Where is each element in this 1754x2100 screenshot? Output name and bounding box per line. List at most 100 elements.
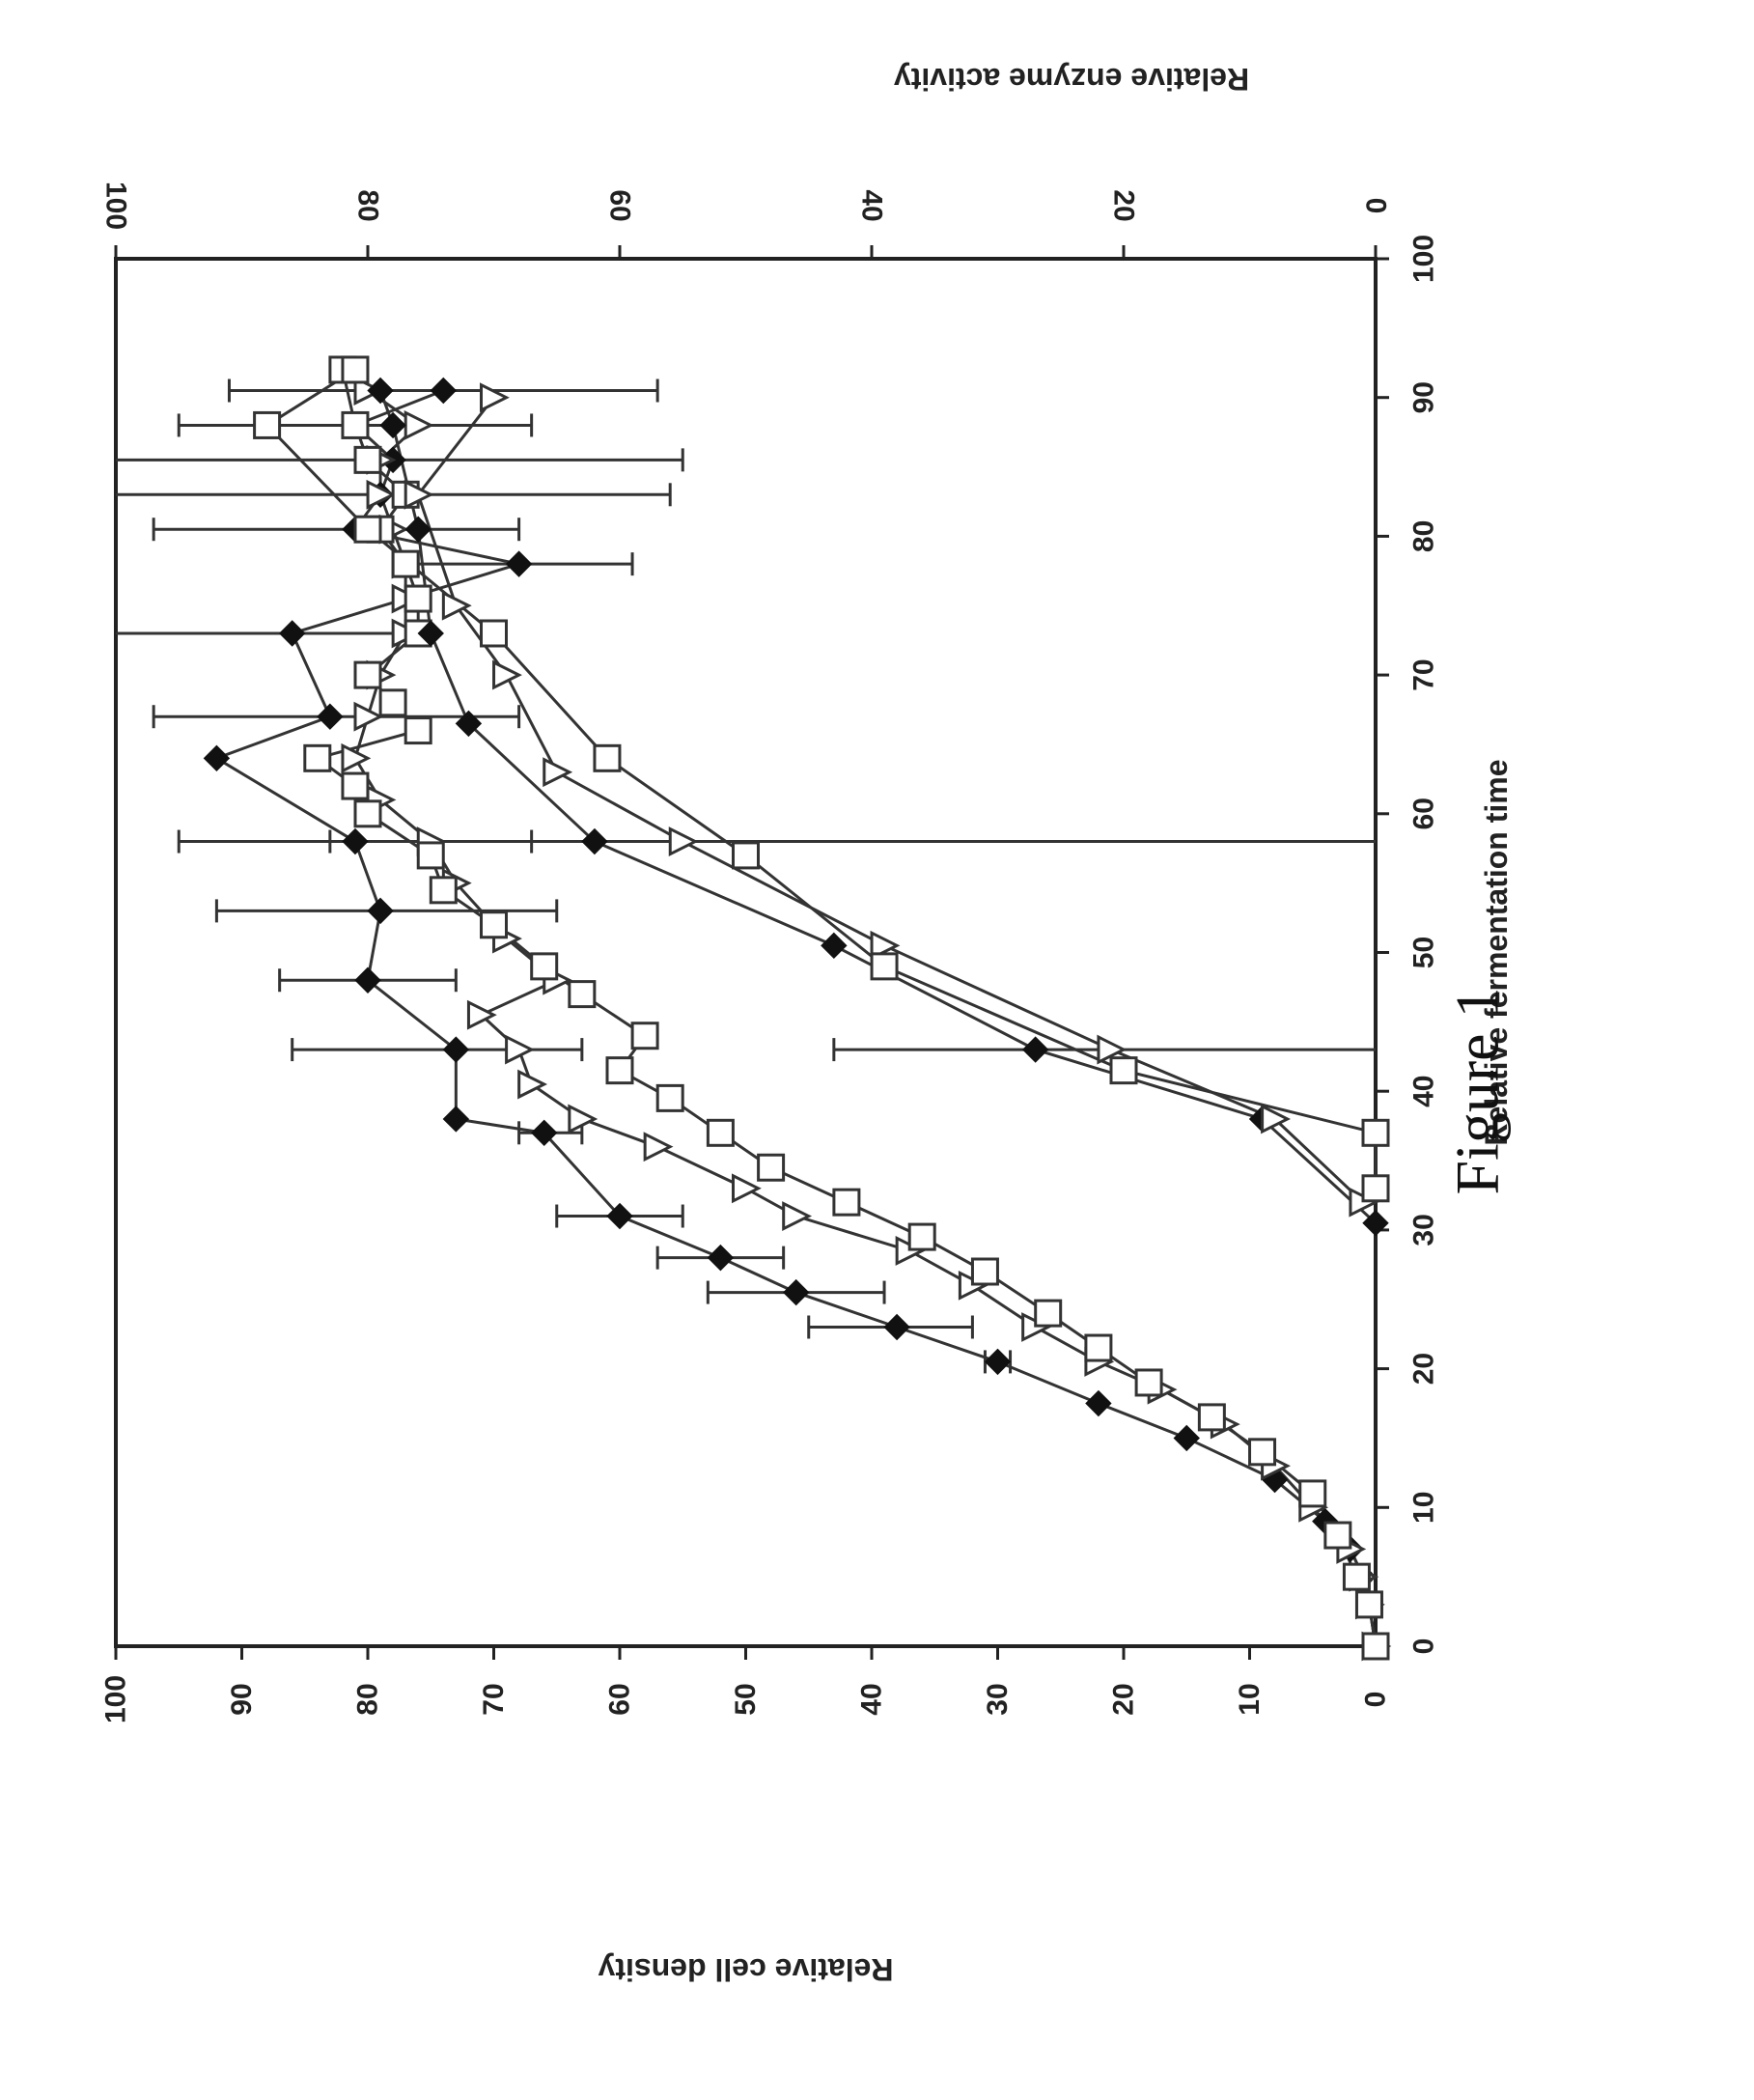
data-point-triangle [405,412,431,437]
data-point-square [1300,1481,1325,1506]
data-point-diamond [884,1314,909,1339]
x-tick-label: 20 [1408,1353,1440,1385]
data-point-square [343,357,368,382]
data-point-square [1363,1634,1388,1659]
data-point-diamond [821,933,847,958]
data-point-square [343,773,368,798]
data-point-square [607,1058,632,1083]
data-point-diamond [443,1106,468,1132]
data-point-square [1325,1523,1350,1548]
data-point-square [1111,1058,1136,1083]
data-point-diamond [1174,1425,1199,1450]
left-y-tick-label: 0 [1360,1692,1392,1708]
left-y-tick-label: 90 [226,1683,258,1715]
data-point-diamond [1086,1391,1111,1416]
data-point-triangle [645,1134,670,1160]
right-y-tick-label: 0 [1360,198,1392,214]
data-point-square [355,517,380,542]
data-point-square [1363,1120,1388,1145]
data-point-square [255,412,280,437]
data-point-square [595,745,620,770]
data-point-triangle [355,704,380,729]
data-point-triangle [343,745,368,770]
data-point-diamond [380,412,405,437]
right-y-axis-title: Relative enzyme activity [894,62,1249,97]
data-point-square [1344,1564,1369,1589]
series-line [267,370,1376,1189]
data-point-diamond [318,704,343,729]
left-y-tick-label: 100 [100,1675,132,1723]
right-y-tick-label: 20 [1108,189,1140,221]
data-point-square [355,447,380,472]
figure-caption: Figure 1 [1443,987,1512,1194]
data-point-diamond [708,1246,733,1271]
data-point-square [909,1224,934,1249]
data-point-diamond [343,829,368,854]
data-point-diamond [368,378,393,404]
data-point-square [734,843,759,868]
data-point-square [657,1085,682,1110]
data-point-square [431,878,456,903]
data-point-diamond [355,967,380,993]
data-point-diamond [1023,1037,1048,1062]
data-point-triangle [507,1037,532,1062]
data-point-square [482,621,507,646]
x-tick-label: 0 [1408,1638,1440,1655]
right-y-tick-label: 80 [352,189,384,221]
data-point-diamond [431,378,456,404]
left-y-tick-label: 70 [478,1683,510,1715]
x-tick-label: 40 [1408,1076,1440,1107]
data-point-triangle [482,385,507,410]
x-tick-label: 50 [1408,937,1440,968]
x-tick-label: 70 [1408,658,1440,690]
series-line [355,391,1376,1646]
right-y-tick-label: 40 [856,189,888,221]
data-point-diamond [784,1280,809,1305]
data-point-square [1199,1405,1224,1430]
data-point-square [393,551,418,576]
data-point-square [482,912,507,938]
data-point-square [1136,1370,1161,1395]
data-point-triangle [519,1072,544,1097]
left-y-tick-label: 40 [856,1683,888,1715]
x-tick-label: 10 [1408,1492,1440,1524]
series-line [216,391,1376,1646]
series-lines [216,370,1376,1646]
data-point-square [1363,1176,1388,1201]
data-point-square [305,745,330,770]
tick-labels: 0102030405060708090100010203040506070809… [100,182,1440,1723]
x-tick-label: 30 [1408,1214,1440,1246]
left-y-tick-label: 60 [604,1683,636,1715]
data-point-diamond [443,1037,468,1062]
data-point-diamond [204,745,229,770]
data-point-square [1036,1301,1061,1326]
data-point-square [708,1120,733,1145]
data-point-square [632,1023,657,1049]
data-point-triangle [784,1204,809,1229]
x-tick-label: 60 [1408,798,1440,829]
data-point-triangle [494,662,519,687]
data-point-triangle [544,760,570,785]
data-point-diamond [507,551,532,576]
left-y-tick-label: 10 [1234,1683,1266,1715]
error-bars [116,379,1376,1374]
data-point-square [343,412,368,437]
data-point-square [1250,1440,1275,1465]
x-tick-label: 90 [1408,381,1440,413]
data-point-diamond [368,898,393,923]
data-point-diamond [986,1349,1011,1374]
data-point-triangle [670,829,695,854]
left-y-tick-label: 80 [352,1683,384,1715]
left-y-tick-label: 30 [982,1683,1014,1715]
data-point-square [759,1155,784,1180]
data-point-diamond [280,621,305,646]
data-point-square [1086,1335,1111,1360]
x-tick-label: 80 [1408,520,1440,552]
data-point-square [834,1190,859,1215]
axis-ticks [116,245,1389,1660]
x-tick-label: 100 [1408,235,1440,283]
data-point-triangle [734,1176,759,1201]
data-point-square [972,1259,997,1284]
data-point-triangle [443,593,468,618]
